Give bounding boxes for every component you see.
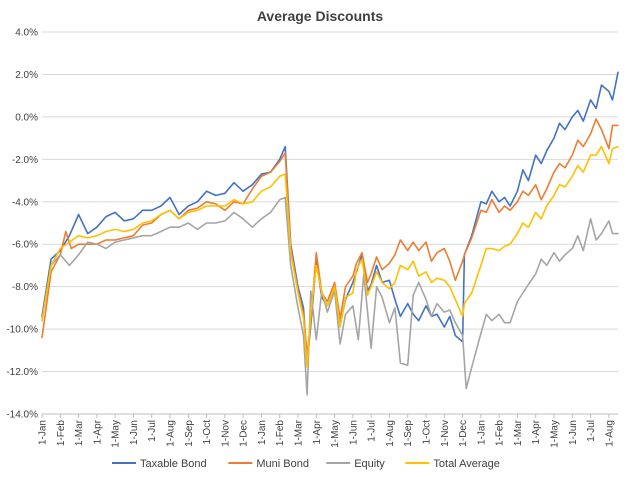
series-line-total-average bbox=[41, 145, 619, 369]
chart-title: Average Discounts bbox=[257, 8, 384, 24]
x-tick-label: 1-May bbox=[550, 420, 561, 448]
x-tick-label: 1-Jul bbox=[586, 420, 597, 442]
x-tick-label: 1-Mar bbox=[513, 419, 524, 446]
x-tick-label: 1-Nov bbox=[220, 420, 231, 447]
x-tick-label: 1-Apr bbox=[312, 419, 323, 444]
y-tick-label: -8.0% bbox=[12, 282, 38, 293]
x-tick-label: 1-Apr bbox=[531, 419, 542, 444]
series-line-taxable-bond bbox=[41, 71, 619, 364]
legend-label-equity: Equity bbox=[354, 458, 385, 470]
y-tick-label: 2.0% bbox=[15, 70, 38, 81]
x-tick-label: 1-Oct bbox=[202, 420, 213, 445]
x-tick-label: 1-Jan bbox=[38, 420, 49, 445]
y-tick-label: 4.0% bbox=[15, 28, 38, 39]
x-tick-label: 1-Mar bbox=[294, 419, 305, 446]
x-tick-label: 1-Aug bbox=[166, 420, 177, 447]
x-tick-label: 1-Aug bbox=[385, 420, 396, 447]
x-tick-label: 1-Jun bbox=[129, 420, 140, 445]
legend-label-muni-bond: Muni Bond bbox=[256, 458, 309, 470]
series-line-muni-bond bbox=[41, 118, 619, 356]
x-tick-label: 1-Apr bbox=[92, 419, 103, 444]
x-tick-label: 1-Nov bbox=[440, 420, 451, 447]
legend-label-taxable-bond: Taxable Bond bbox=[140, 458, 207, 470]
y-axis: -14.0% -12.0% -10.0% -8.0% -6.0% -4.0% -2.0% 0.… bbox=[6, 28, 38, 421]
y-tick-label: -6.0% bbox=[12, 240, 38, 251]
x-tick-label: 1-Jun bbox=[568, 420, 579, 445]
legend: Taxable Bond Muni Bond Equity Total Average bbox=[112, 458, 500, 470]
grid-lines bbox=[42, 31, 618, 415]
x-tick-label: 1-Dec bbox=[239, 420, 250, 447]
y-tick-label: -12.0% bbox=[6, 367, 38, 378]
x-tick-label: 1-May bbox=[111, 420, 122, 448]
y-tick-label: -14.0% bbox=[6, 410, 38, 421]
x-tick-label: 1-Jan bbox=[476, 420, 487, 445]
x-tick-label: 1-Jul bbox=[147, 420, 158, 442]
x-tick-label: 1-Jan bbox=[257, 420, 268, 445]
series-line-equity bbox=[41, 196, 619, 396]
x-tick-label: 1-Jul bbox=[367, 420, 378, 442]
x-tick-label: 1-Feb bbox=[275, 420, 286, 447]
x-axis: 1-Jan 1-Feb 1-Mar 1-Apr 1-May 1-Jun 1-Jul 1-Aug… bbox=[38, 413, 618, 448]
x-tick-label: 1-Feb bbox=[56, 420, 67, 447]
x-tick-label: 1-Aug bbox=[604, 420, 615, 447]
x-tick-label: 1-Feb bbox=[495, 420, 506, 447]
y-tick-label: -2.0% bbox=[12, 155, 38, 166]
x-tick-label: 1-Dec bbox=[458, 420, 469, 447]
y-tick-label: -10.0% bbox=[6, 325, 38, 336]
x-tick-label: 1-Sep bbox=[403, 420, 414, 447]
y-tick-label: -4.0% bbox=[12, 197, 38, 208]
x-tick-label: 1-Mar bbox=[74, 419, 85, 446]
series-lines bbox=[41, 71, 619, 396]
x-tick-label: 1-Sep bbox=[184, 420, 195, 447]
y-tick-label: 0.0% bbox=[15, 112, 38, 123]
x-tick-label: 1-Oct bbox=[422, 420, 433, 445]
x-tick-label: 1-May bbox=[330, 420, 341, 448]
x-tick-label: 1-Jun bbox=[348, 420, 359, 445]
legend-label-total-average: Total Average bbox=[433, 458, 499, 470]
